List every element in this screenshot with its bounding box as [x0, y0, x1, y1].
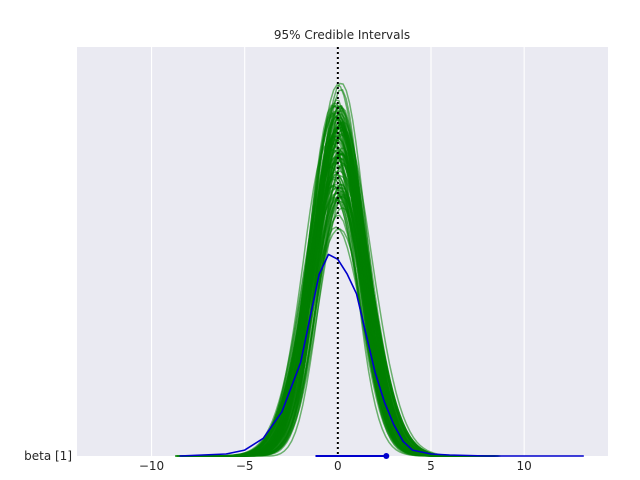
mean-density [179, 253, 584, 457]
posterior-draws [175, 82, 501, 457]
interval-point [383, 453, 390, 459]
posterior-draw-line [209, 164, 466, 457]
x-tick-label: 5 [427, 459, 435, 473]
posterior-draw-line [182, 104, 489, 457]
credible-interval [315, 453, 390, 459]
chart-title: 95% Credible Intervals [274, 28, 410, 42]
x-tick-label: −10 [139, 459, 164, 473]
mean-density-line [179, 253, 584, 457]
x-tick-label: 0 [334, 459, 342, 473]
x-tick-label: 10 [517, 459, 532, 473]
x-axis-ticks: −10 −5 0 5 10 [139, 459, 532, 473]
row-label: beta [1] [24, 449, 72, 463]
x-tick-label: −5 [236, 459, 254, 473]
